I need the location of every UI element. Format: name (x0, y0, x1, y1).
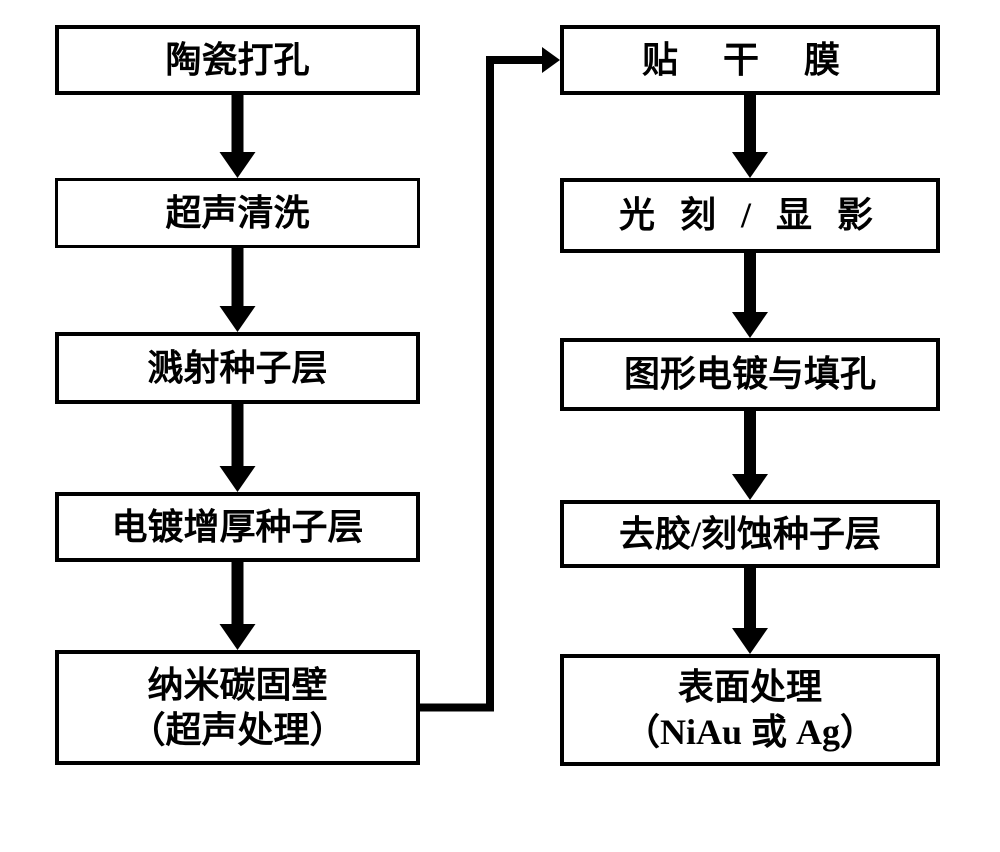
node-strip-etch-seed: 去胶/刻蚀种子层 (560, 500, 940, 568)
node-label: 图形电镀与填孔 (624, 352, 876, 397)
node-ceramic-drilling: 陶瓷打孔 (55, 25, 420, 95)
node-label: 陶瓷打孔 (165, 38, 309, 83)
node-label: 超声清洗 (165, 191, 309, 236)
node-ultrasonic-clean: 超声清洗 (55, 178, 420, 248)
node-litho-develop: 光 刻 / 显 影 (560, 178, 940, 253)
flowchart-root: 陶瓷打孔 超声清洗 溅射种子层 电镀增厚种子层 纳米碳固壁 （超声处理） 贴 干… (0, 0, 1000, 852)
node-label: 表面处理 （NiAu 或 Ag） (624, 665, 876, 755)
node-plate-thicken-seed: 电镀增厚种子层 (55, 492, 420, 562)
node-label: 电镀增厚种子层 (111, 505, 363, 550)
node-nanocarbon-wall: 纳米碳固壁 （超声处理） (55, 650, 420, 765)
node-pattern-plate-fill: 图形电镀与填孔 (560, 338, 940, 411)
node-dry-film: 贴 干 膜 (560, 25, 940, 95)
node-surface-treatment: 表面处理 （NiAu 或 Ag） (560, 654, 940, 766)
node-sputter-seed: 溅射种子层 (55, 332, 420, 404)
node-label: 去胶/刻蚀种子层 (619, 512, 881, 557)
node-label: 光 刻 / 显 影 (619, 193, 881, 238)
node-label: 贴 干 膜 (642, 38, 858, 83)
node-label: 溅射种子层 (147, 346, 327, 391)
node-label: 纳米碳固壁 （超声处理） (129, 663, 345, 753)
